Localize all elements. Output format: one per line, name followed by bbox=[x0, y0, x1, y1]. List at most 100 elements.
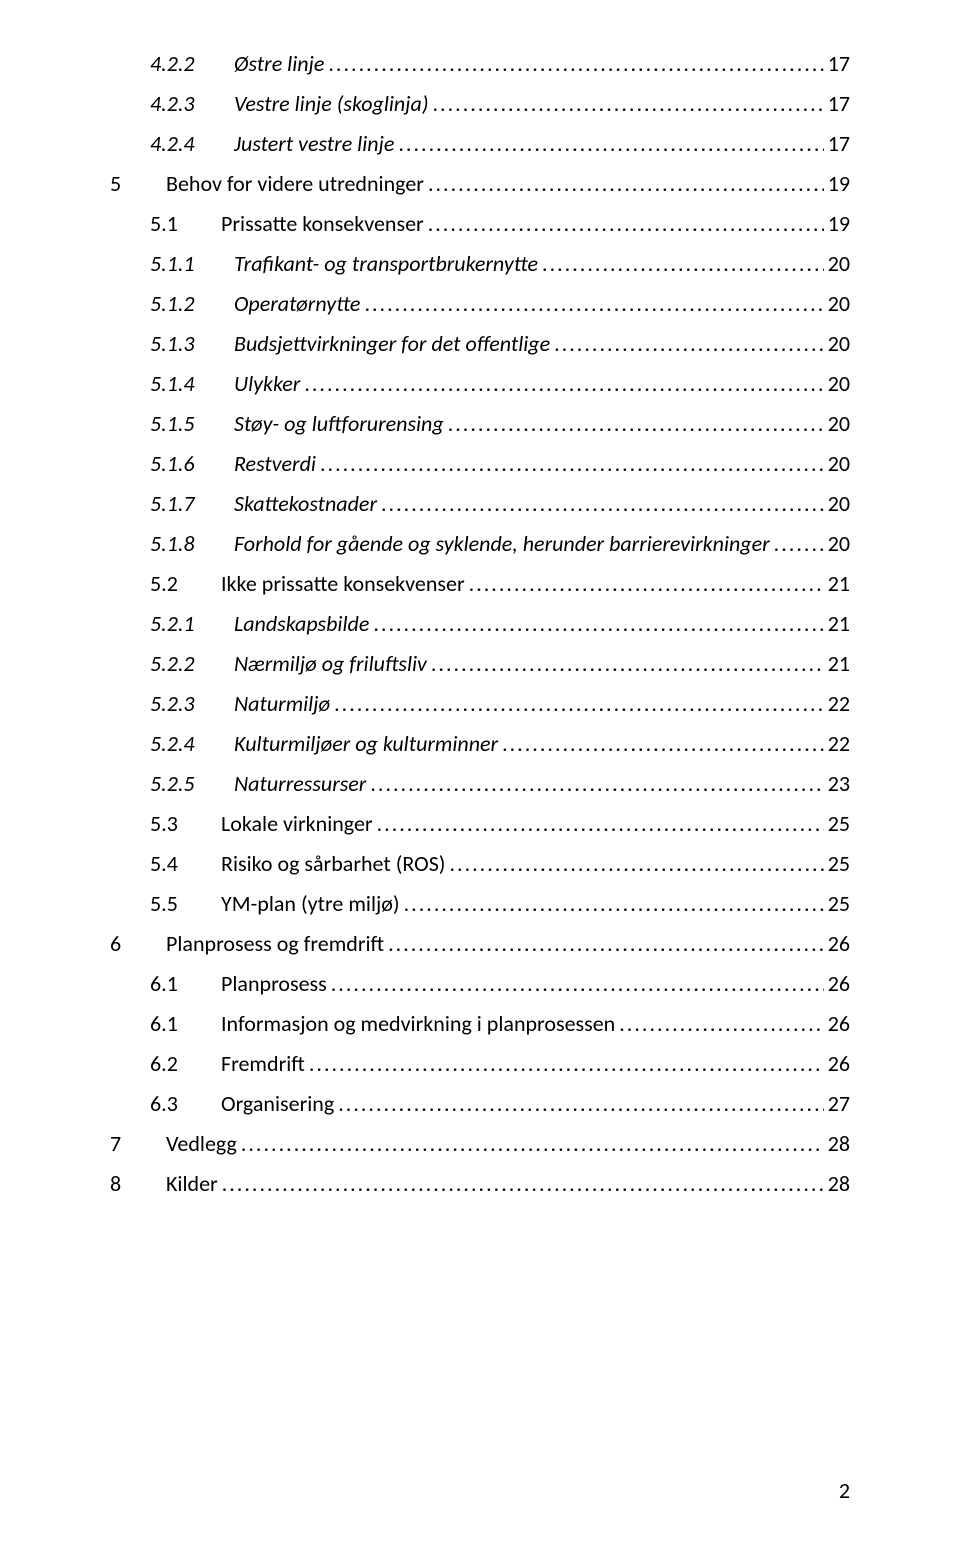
toc-entry-page: 19 bbox=[824, 164, 850, 204]
toc-entry-title: YM-plan (ytre miljø) bbox=[205, 884, 404, 924]
toc-leader-dots bbox=[370, 764, 823, 804]
toc-entry-page: 20 bbox=[824, 404, 850, 444]
toc-entry: 5.1Prissatte konsekvenser19 bbox=[110, 204, 850, 244]
toc-entry-page: 25 bbox=[824, 884, 850, 924]
toc-entry-page: 25 bbox=[824, 804, 850, 844]
toc-leader-dots bbox=[377, 804, 824, 844]
toc-entry-number: 5.1.2 bbox=[150, 284, 218, 324]
toc-entry-title: Naturressurser bbox=[218, 764, 370, 804]
toc-entry-page: 25 bbox=[824, 844, 850, 884]
toc-entry: 4.2.2Østre linje 17 bbox=[110, 44, 850, 84]
toc-leader-dots bbox=[364, 284, 823, 324]
toc-entry-number: 5 bbox=[110, 164, 150, 204]
toc-entry: 5.2.2Nærmiljø og friluftsliv21 bbox=[110, 644, 850, 684]
toc-entry: 5.2.5Naturressurser23 bbox=[110, 764, 850, 804]
toc-entry-number: 5.1 bbox=[150, 204, 205, 244]
toc-entry-title: Organisering bbox=[205, 1084, 338, 1124]
toc-entry-title: Ulykker bbox=[218, 364, 304, 404]
toc-entry-number: 5.1.8 bbox=[150, 524, 218, 564]
toc-entry: 5Behov for videre utredninger 19 bbox=[110, 164, 850, 204]
toc-entry-page: 21 bbox=[824, 644, 850, 684]
toc-entry-page: 17 bbox=[824, 84, 850, 124]
toc-leader-dots bbox=[428, 164, 824, 204]
toc-entry-title: Naturmiljø bbox=[218, 684, 334, 724]
toc-entry-page: 20 bbox=[824, 444, 850, 484]
toc-leader-dots bbox=[428, 204, 824, 244]
toc-entry-number: 5.2.2 bbox=[150, 644, 218, 684]
toc-entry-number: 5.3 bbox=[150, 804, 205, 844]
toc-entry-page: 21 bbox=[824, 564, 850, 604]
toc-entry-title: Forhold for gående og syklende, herunder… bbox=[218, 524, 774, 564]
toc-entry-title: Justert vestre linje bbox=[218, 124, 398, 164]
toc-entry-number: 5.1.1 bbox=[150, 244, 218, 284]
toc-entry-page: 20 bbox=[824, 284, 850, 324]
toc-entry-number: 5.2.3 bbox=[150, 684, 218, 724]
toc-entry: 5.1.8Forhold for gående og syklende, her… bbox=[110, 524, 850, 564]
toc-entry: 6.2Fremdrift26 bbox=[110, 1044, 850, 1084]
toc-leader-dots bbox=[449, 844, 823, 884]
toc-entry: 5.2.1Landskapsbilde21 bbox=[110, 604, 850, 644]
toc-entry-page: 20 bbox=[824, 244, 850, 284]
toc-leader-dots bbox=[398, 124, 823, 164]
toc-entry-page: 20 bbox=[824, 364, 850, 404]
toc-entry-title: Vestre linje (skoglinja) bbox=[218, 84, 433, 124]
toc-leader-dots bbox=[334, 684, 824, 724]
toc-entry-title: Operatørnytte bbox=[218, 284, 364, 324]
toc-leader-dots bbox=[619, 1004, 823, 1044]
toc-entry-title: Kulturmiljøer og kulturminner bbox=[218, 724, 502, 764]
toc-entry: 5.1.3Budsjettvirkninger for det offentli… bbox=[110, 324, 850, 364]
toc-entry-number: 5.1.6 bbox=[150, 444, 218, 484]
toc-entry-page: 17 bbox=[824, 44, 850, 84]
toc-entry-page: 26 bbox=[824, 964, 850, 1004]
toc-leader-dots bbox=[222, 1164, 824, 1204]
toc-entry: 7Vedlegg28 bbox=[110, 1124, 850, 1164]
toc-entry-page: 26 bbox=[824, 1004, 850, 1044]
table-of-contents: 4.2.2Østre linje 17 4.2.3Vestre linje (sko… bbox=[110, 44, 850, 1204]
toc-entry-title: Risiko og sårbarhet (ROS) bbox=[205, 844, 449, 884]
toc-entry-number: 6.1 bbox=[150, 1004, 205, 1044]
toc-entry-title: Lokale virkninger bbox=[205, 804, 377, 844]
toc-entry-number: 5.1.3 bbox=[150, 324, 218, 364]
toc-entry-title: Budsjettvirkninger for det offentlige bbox=[218, 324, 554, 364]
toc-leader-dots bbox=[502, 724, 824, 764]
toc-entry-number: 5.1.4 bbox=[150, 364, 218, 404]
toc-entry: 5.1.5Støy- og luftforurensing20 bbox=[110, 404, 850, 444]
toc-entry: 5.1.6Restverdi20 bbox=[110, 444, 850, 484]
toc-entry: 5.2.4Kulturmiljøer og kulturminner22 bbox=[110, 724, 850, 764]
toc-entry-page: 27 bbox=[824, 1084, 850, 1124]
toc-leader-dots bbox=[433, 84, 824, 124]
toc-leader-dots bbox=[373, 604, 823, 644]
toc-leader-dots bbox=[469, 564, 824, 604]
toc-entry: 8Kilder28 bbox=[110, 1164, 850, 1204]
toc-entry: 6.1Informasjon og medvirkning i planpros… bbox=[110, 1004, 850, 1044]
toc-entry-page: 17 bbox=[824, 124, 850, 164]
toc-entry: 5.1.4Ulykker 20 bbox=[110, 364, 850, 404]
toc-entry-number: 5.2 bbox=[150, 564, 205, 604]
toc-entry-title: Behov for videre utredninger bbox=[150, 164, 428, 204]
toc-entry: 6Planprosess og fremdrift26 bbox=[110, 924, 850, 964]
toc-entry-title: Trafikant- og transportbrukernytte bbox=[218, 244, 542, 284]
toc-entry-page: 20 bbox=[824, 524, 850, 564]
toc-entry-page: 26 bbox=[824, 924, 850, 964]
toc-entry-page: 28 bbox=[824, 1124, 850, 1164]
toc-entry: 5.5YM-plan (ytre miljø)25 bbox=[110, 884, 850, 924]
toc-entry-number: 4.2.4 bbox=[150, 124, 218, 164]
toc-entry-number: 6.1 bbox=[150, 964, 205, 1004]
toc-entry: 5.2.3Naturmiljø22 bbox=[110, 684, 850, 724]
toc-entry-number: 4.2.2 bbox=[150, 44, 218, 84]
toc-entry-title: Østre linje bbox=[218, 44, 328, 84]
toc-leader-dots bbox=[431, 644, 824, 684]
toc-entry-page: 23 bbox=[824, 764, 850, 804]
toc-leader-dots bbox=[309, 1044, 824, 1084]
toc-leader-dots bbox=[320, 444, 824, 484]
toc-leader-dots bbox=[241, 1124, 824, 1164]
toc-entry-title: Skattekostnader bbox=[218, 484, 381, 524]
toc-entry: 6.3Organisering27 bbox=[110, 1084, 850, 1124]
toc-entry-page: 22 bbox=[824, 724, 850, 764]
toc-leader-dots bbox=[404, 884, 824, 924]
toc-leader-dots bbox=[554, 324, 824, 364]
toc-entry-number: 8 bbox=[110, 1164, 150, 1204]
toc-entry-number: 4.2.3 bbox=[150, 84, 218, 124]
toc-leader-dots bbox=[328, 44, 823, 84]
toc-entry: 5.4Risiko og sårbarhet (ROS)25 bbox=[110, 844, 850, 884]
